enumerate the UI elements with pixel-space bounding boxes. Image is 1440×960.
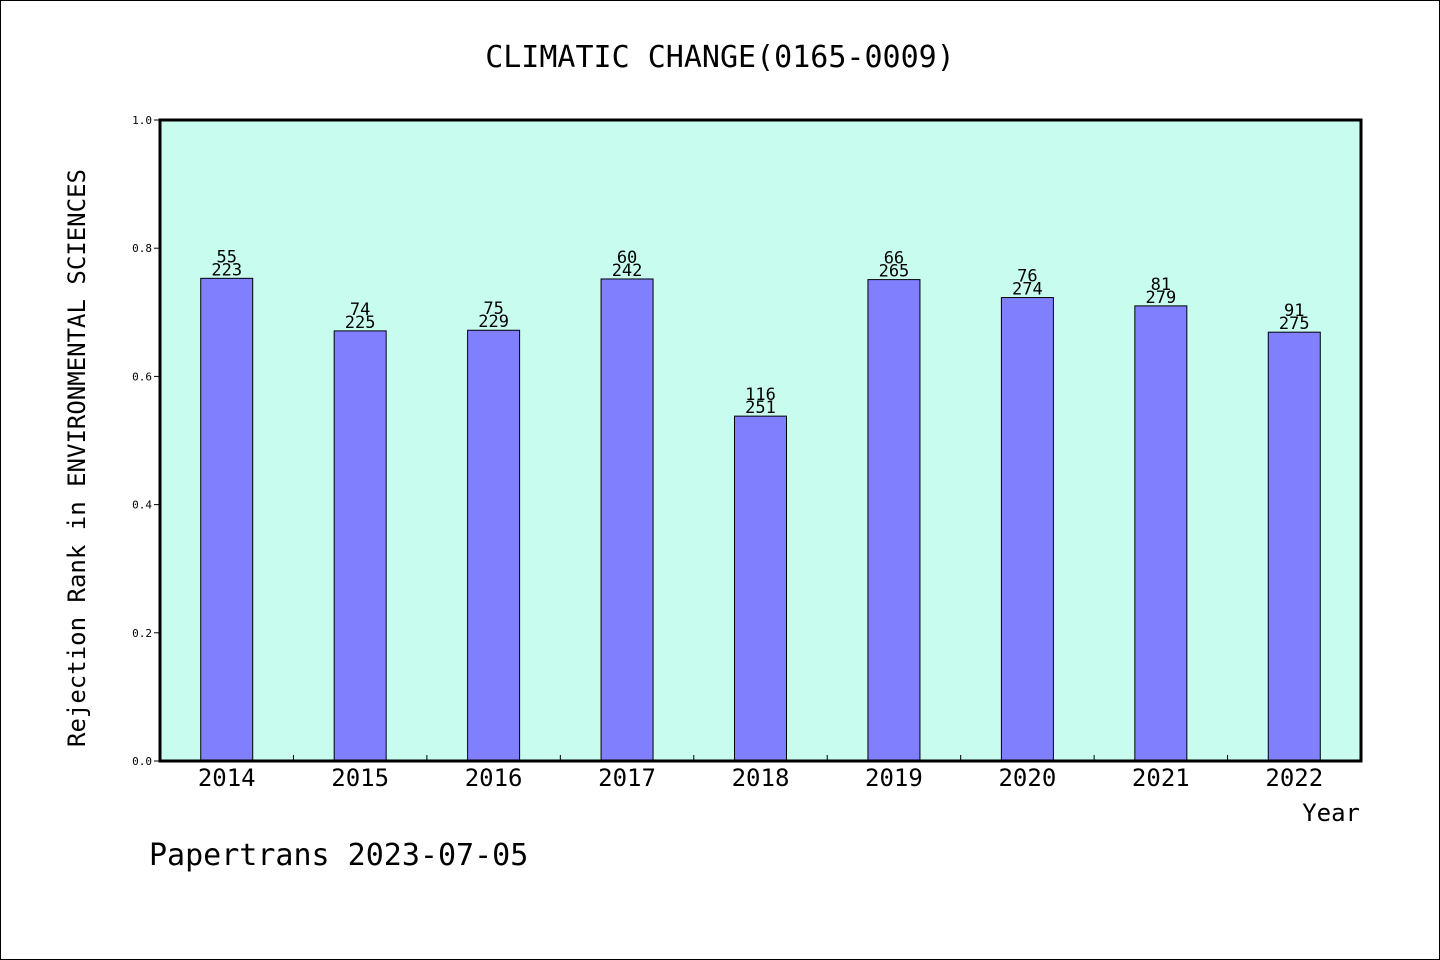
total-label-2019: 265 <box>879 262 910 282</box>
x-tick-label-2015: 2015 <box>331 764 389 792</box>
bar-2021 <box>1134 305 1188 762</box>
y-tick-label-3: 0.6 <box>132 370 152 383</box>
rank-label-2021: 81 <box>1151 275 1171 295</box>
total-label-2018: 251 <box>745 398 776 418</box>
y-tick-label-4: 0.8 <box>132 242 152 255</box>
rank-label-2022: 91 <box>1284 301 1304 321</box>
rank-label-2014: 55 <box>216 247 236 267</box>
x-tick-label-2018: 2018 <box>732 764 790 792</box>
x-tick-label-2020: 2020 <box>998 764 1056 792</box>
footer-text: Papertrans 2023-07-05 <box>149 838 528 873</box>
y-tick-label-2: 0.4 <box>132 499 152 512</box>
y-axis-label: Rejection Rank in ENVIRONMENTAL SCIENCES <box>63 169 91 747</box>
axes-layer: 2014 2015 2016 2017 2018 2019 2020 2021 2022 0.0 0… <box>132 114 1323 792</box>
plot-frame <box>158 118 1363 763</box>
bar-2018 <box>734 415 787 762</box>
rank-label-2016: 75 <box>483 299 503 319</box>
x-tick-label-2017: 2017 <box>598 764 656 792</box>
x-tick-label-2019: 2019 <box>865 764 923 792</box>
x-axis-label: Year <box>1302 799 1360 827</box>
bars-layer <box>200 277 1321 762</box>
rank-label-2015: 74 <box>350 300 370 320</box>
total-label-2015: 225 <box>345 313 376 333</box>
total-label-2017: 242 <box>612 261 643 281</box>
rank-label-2019: 66 <box>884 249 904 269</box>
total-label-2021: 279 <box>1145 288 1176 308</box>
bar-2022 <box>1267 331 1321 762</box>
rank-label-2017: 60 <box>617 248 637 268</box>
x-tick-label-2014: 2014 <box>198 764 256 792</box>
x-tick-label-2021: 2021 <box>1132 764 1190 792</box>
rank-label-2020: 76 <box>1017 267 1037 287</box>
rank-label-2018: 116 <box>745 385 776 405</box>
bar-2015 <box>333 330 387 762</box>
total-label-2022: 275 <box>1279 314 1310 334</box>
y-tick-label-5: 1.0 <box>132 114 152 127</box>
x-tick-label-2016: 2016 <box>465 764 523 792</box>
y-tick-label-1: 0.2 <box>132 627 152 640</box>
bar-2016 <box>467 329 521 762</box>
bar-2019 <box>867 279 921 762</box>
bar-2017 <box>600 278 654 762</box>
total-label-2020: 274 <box>1012 280 1043 300</box>
y-tick-label-0: 0.0 <box>132 755 152 768</box>
total-label-2016: 229 <box>478 312 509 332</box>
chart-title: CLIMATIC CHANGE(0165-0009) <box>485 40 955 75</box>
bar-2014 <box>200 277 254 762</box>
bar-2020 <box>1000 297 1054 762</box>
x-tick-label-2022: 2022 <box>1265 764 1323 792</box>
total-label-2014: 223 <box>211 260 242 280</box>
